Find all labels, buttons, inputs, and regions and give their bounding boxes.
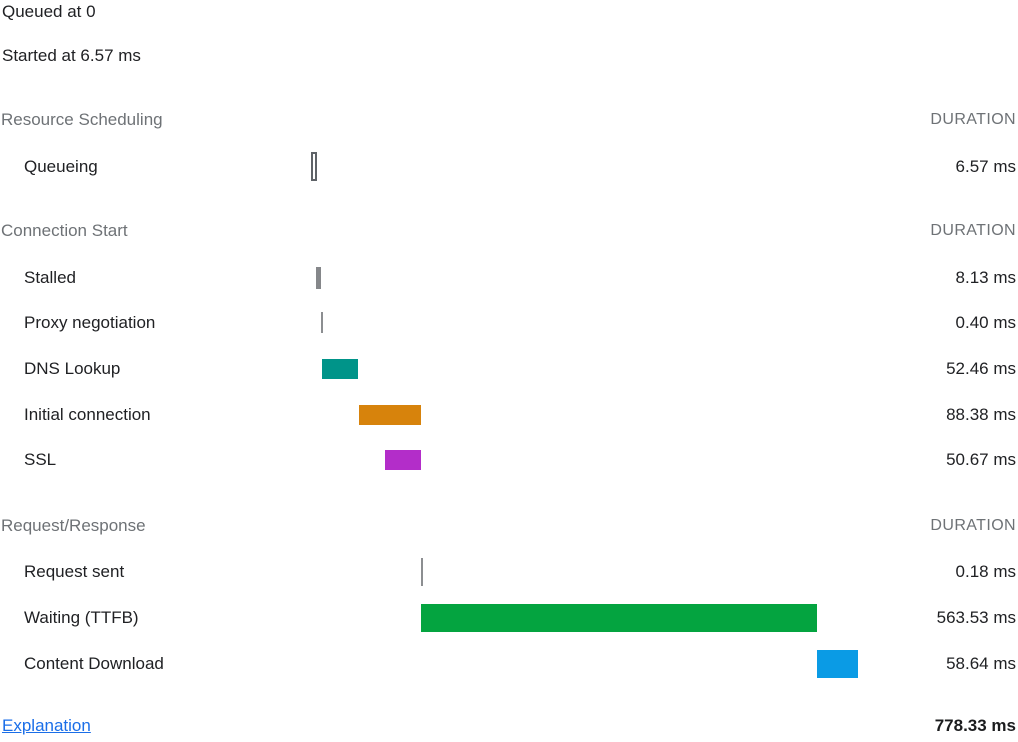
started-at-label: Started at 6.57 ms	[2, 46, 141, 65]
total-duration: 778.33 ms	[934, 716, 1016, 735]
row-label: SSL	[24, 449, 57, 469]
row-duration: 52.46 ms	[946, 358, 1016, 378]
row-duration: 0.18 ms	[955, 561, 1016, 581]
footer: Explanation 778.33 ms	[2, 712, 1016, 740]
row-ssl: SSL 50.67 ms	[0, 437, 1016, 482]
row-duration: 563.53 ms	[936, 607, 1016, 627]
queued-at-label: Queued at 0	[2, 2, 96, 21]
row-dns-lookup: DNS Lookup 52.46 ms	[0, 346, 1016, 391]
row-stalled: Stalled 8.13 ms	[0, 255, 1016, 300]
row-label: Waiting (TTFB)	[24, 607, 139, 627]
proxy-negotiation-bar	[321, 312, 324, 333]
duration-column-header: DURATION	[930, 517, 1016, 534]
row-label: Initial connection	[24, 404, 151, 424]
waiting-ttfb-bar	[420, 603, 817, 632]
stalled-bar	[315, 266, 322, 289]
row-initial-connection: Initial connection 88.38 ms	[0, 392, 1016, 437]
row-request-sent: Request sent 0.18 ms	[0, 549, 1016, 594]
row-duration: 50.67 ms	[946, 449, 1016, 469]
section-header-connection-start: Connection Start DURATION	[0, 218, 1016, 244]
row-duration: 0.40 ms	[955, 312, 1016, 332]
duration-column-header: DURATION	[930, 222, 1016, 239]
section-title: Connection Start	[1, 221, 128, 240]
section-header-resource-scheduling: Resource Scheduling DURATION	[0, 107, 1016, 133]
row-label: DNS Lookup	[24, 358, 121, 378]
content-download-bar	[816, 649, 858, 678]
queueing-bar	[311, 152, 317, 181]
section-header-request-response: Request/Response DURATION	[0, 513, 1016, 539]
initial-connection-bar	[358, 404, 421, 425]
row-label: Queueing	[24, 156, 98, 176]
row-duration: 58.64 ms	[946, 653, 1016, 673]
row-queueing: Queueing 6.57 ms	[0, 144, 1016, 189]
row-label: Proxy negotiation	[24, 312, 156, 332]
row-label: Request sent	[24, 561, 125, 581]
ssl-bar	[385, 449, 421, 470]
duration-column-header: DURATION	[930, 111, 1016, 128]
row-duration: 88.38 ms	[946, 404, 1016, 424]
section-title: Request/Response	[1, 516, 146, 535]
explanation-link[interactable]: Explanation	[2, 716, 91, 735]
row-duration: 8.13 ms	[955, 267, 1016, 287]
request-sent-bar	[420, 557, 423, 586]
section-title: Resource Scheduling	[1, 110, 163, 129]
row-label: Stalled	[24, 267, 76, 287]
row-duration: 6.57 ms	[955, 156, 1016, 176]
row-label: Content Download	[24, 653, 164, 673]
row-content-download: Content Download 58.64 ms	[0, 641, 1016, 686]
row-proxy-negotiation: Proxy negotiation 0.40 ms	[0, 300, 1016, 345]
dns-lookup-bar	[321, 358, 359, 379]
row-waiting-ttfb: Waiting (TTFB) 563.53 ms	[0, 595, 1016, 640]
